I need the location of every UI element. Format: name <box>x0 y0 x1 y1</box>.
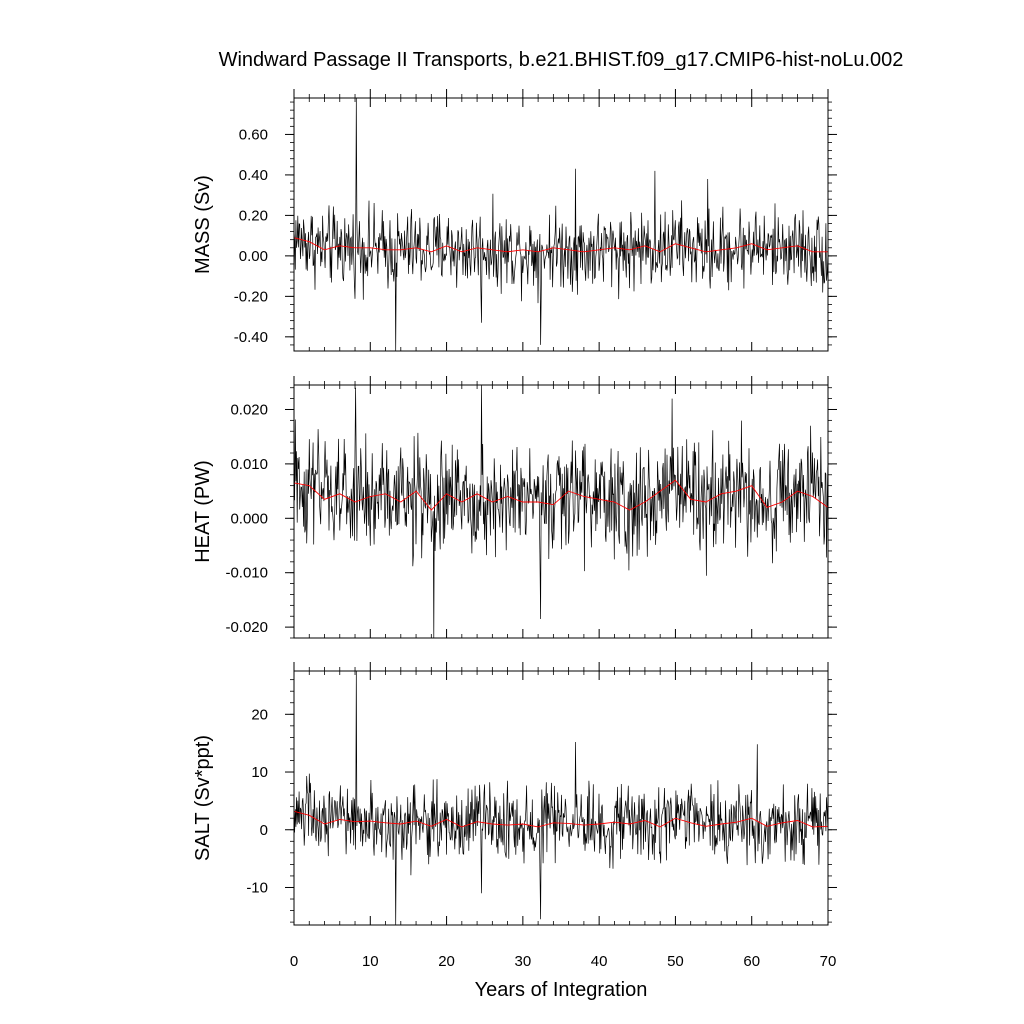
y-tick-label: -10 <box>246 879 268 896</box>
panel-3: -10 0 10 20 SALT (Sv*ppt) 0 10 20 30 40 50 60 70 <box>192 662 837 970</box>
x-tick-label: 50 <box>667 953 684 970</box>
y-axis-label: SALT (Sv*ppt) <box>192 735 214 861</box>
raw-series-line <box>293 384 829 639</box>
plot-frame <box>293 97 829 352</box>
y-tick-label: -0.010 <box>225 565 268 582</box>
smoothed-series-line <box>293 237 828 253</box>
x-tick-label: 40 <box>591 953 608 970</box>
panel-1: -0.40 -0.20 0.00 0.20 0.40 0.60 MASS (Sv) <box>192 89 837 352</box>
y-tick-label: 0.60 <box>239 126 268 143</box>
smoothed-series-line <box>293 810 829 828</box>
y-tick-label: -0.020 <box>225 619 268 636</box>
x-axis-label: Years of Integration <box>475 979 648 1001</box>
chart-title: Windward Passage II Transports, b.e21.BH… <box>219 49 904 71</box>
y-tick-label: 10 <box>251 764 268 781</box>
plot-frame <box>293 384 829 639</box>
y-tick-label: 0.40 <box>239 167 268 184</box>
panels-group: -0.40 -0.20 0.00 0.20 0.40 0.60 MASS (Sv) -0.02… <box>192 89 837 970</box>
y-tick-label: 0.020 <box>230 401 268 418</box>
panel-2: -0.020 -0.010 0.000 0.010 0.020 HEAT (PW) <box>192 376 837 639</box>
y-tick-label: 0 <box>260 822 268 839</box>
y-axis-label: HEAT (PW) <box>192 460 214 563</box>
x-tick-label: 30 <box>515 953 532 970</box>
y-tick-label: 0.00 <box>239 248 268 265</box>
y-tick-label: 20 <box>251 706 268 723</box>
x-tick-label: 0 <box>290 953 298 970</box>
raw-series-line <box>293 670 829 926</box>
raw-series-line <box>293 97 829 352</box>
y-tick-label: 0.000 <box>230 510 268 527</box>
x-tick-label: 60 <box>743 953 760 970</box>
y-tick-label: 0.20 <box>239 207 268 224</box>
smoothed-series-line <box>293 479 829 511</box>
y-axis-label: MASS (Sv) <box>192 175 214 274</box>
y-tick-label: -0.20 <box>234 288 268 305</box>
x-tick-label: 20 <box>438 953 455 970</box>
y-tick-label: 0.010 <box>230 456 268 473</box>
y-tick-label: -0.40 <box>234 329 268 346</box>
plot-frame <box>293 670 829 926</box>
x-tick-label: 10 <box>362 953 379 970</box>
x-tick-label: 70 <box>820 953 837 970</box>
